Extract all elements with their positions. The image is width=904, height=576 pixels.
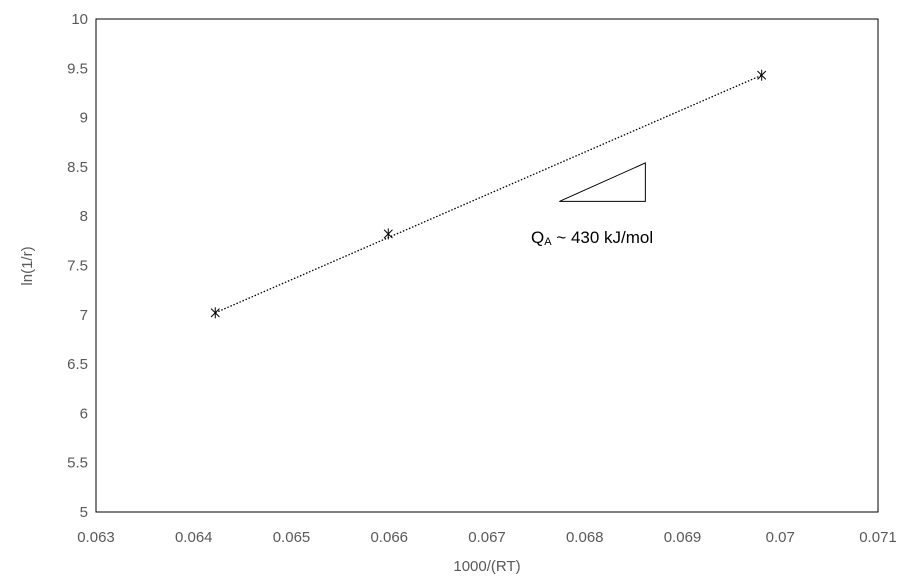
y-tick-label: 9.5: [67, 60, 88, 77]
y-tick-label: 8: [80, 208, 88, 225]
annotation-q: Q: [531, 228, 544, 247]
data-points: [210, 69, 767, 319]
y-tick-label: 10: [71, 11, 88, 28]
y-tick-label: 6.5: [67, 356, 88, 373]
trendline: [214, 74, 762, 314]
x-axis-ticks: 0.063 0.064 0.065 0.066 0.067 0.068 0.069 0.07 0…: [77, 529, 897, 546]
y-tick-label: 6: [80, 405, 88, 422]
slope-triangle-shape: [559, 162, 646, 202]
y-axis-ticks: 5 5.5 6 6.5 7 7.5 8 8.5 9 9.5 10: [67, 11, 88, 521]
x-tick-label: 0.068: [566, 529, 604, 546]
y-tick-label: 5: [80, 504, 88, 521]
x-tick-label: 0.07: [766, 529, 795, 546]
y-axis-title: ln(1/r): [19, 246, 36, 285]
x-tick-label: 0.071: [859, 529, 897, 546]
y-tick-label: 5.5: [67, 455, 88, 472]
annotation-subscript: A: [544, 236, 552, 248]
y-tick-label: 7.5: [67, 258, 88, 275]
annotation-label: QA ~ 430 kJ/mol: [531, 228, 653, 248]
y-tick-label: 8.5: [67, 159, 88, 176]
annotation-rest: ~ 430 kJ/mol: [552, 228, 654, 247]
trendline-path: [214, 74, 762, 314]
x-axis-title: 1000/(RT): [453, 558, 520, 575]
slope-triangle: [559, 162, 646, 202]
x-tick-label: 0.069: [664, 529, 702, 546]
data-point-marker: [383, 228, 393, 240]
x-tick-label: 0.066: [370, 529, 408, 546]
data-point-marker: [210, 307, 220, 319]
x-tick-label: 0.063: [77, 529, 115, 546]
plot-area: [95, 18, 879, 513]
y-tick-label: 9: [80, 110, 88, 127]
y-tick-label: 7: [80, 307, 88, 324]
x-tick-label: 0.064: [175, 529, 213, 546]
x-tick-label: 0.067: [468, 529, 506, 546]
data-point-marker: [757, 69, 767, 81]
x-tick-label: 0.065: [273, 529, 311, 546]
